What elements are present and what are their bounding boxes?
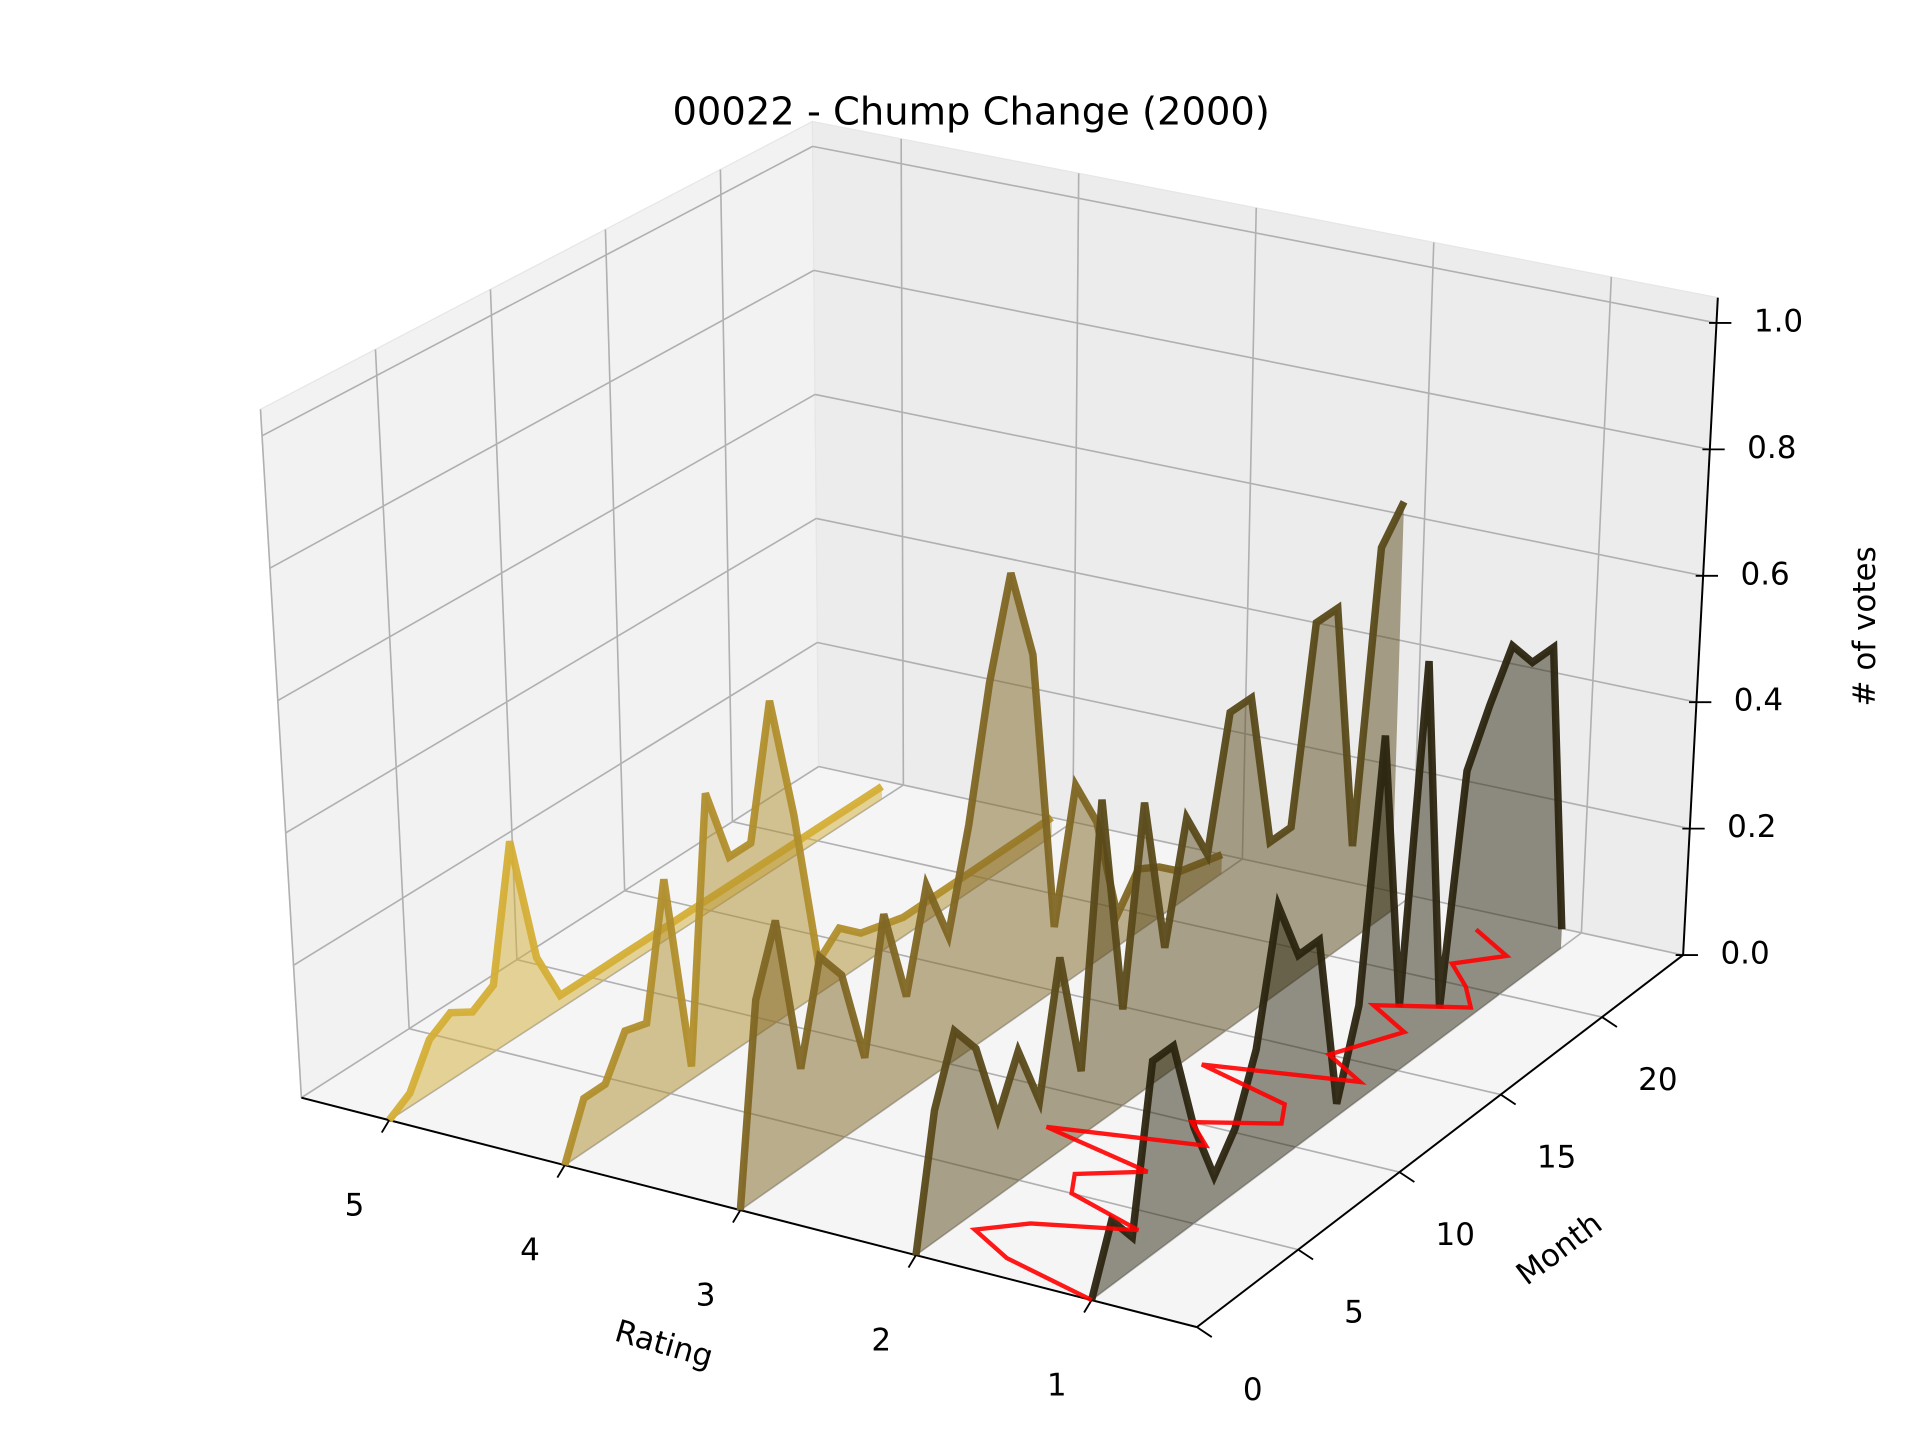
grid-line [812,145,1717,324]
series-area [915,501,1405,1256]
grid-line [814,393,1704,577]
x-axis-line [301,1096,1198,1329]
grid-line [285,517,817,834]
grid-line [259,409,303,1098]
y-tick [1500,1093,1517,1106]
grid-line [900,138,905,785]
y-tick [1601,1016,1618,1028]
grid-line [269,269,815,569]
grid-line [604,229,626,891]
y-tick [1196,1326,1213,1338]
x-tick [1083,1299,1093,1314]
y-tick-label: 15 [1537,1140,1576,1176]
chart-title: 00022 - Chump Change (2000) [672,90,1269,135]
series-area [1091,645,1562,1301]
y-tick-label: 5 [1344,1295,1364,1331]
z-tick-label: 0.8 [1747,430,1796,466]
x-tick-label: 4 [520,1232,540,1268]
z-axis-line [1682,297,1719,956]
z-axis-label: # of votes [1847,546,1883,706]
z-tick-label: 1.0 [1754,303,1803,339]
grid-line [293,641,818,966]
z-tick-label: 0.2 [1727,809,1776,845]
series-line [912,500,1408,1256]
y-tick-label: 20 [1638,1062,1677,1098]
y-axis-line [1196,954,1684,1328]
y-tick-label: 10 [1436,1217,1475,1253]
x-tick-label: 3 [696,1277,716,1313]
x-tick-label: 2 [871,1322,891,1358]
grid-line [1072,173,1080,822]
z-tick-label: 0.0 [1720,936,1769,972]
y-tick [1297,1248,1314,1261]
grid-line [261,145,814,437]
y-tick-label: 0 [1243,1372,1263,1408]
x-tick-label: 1 [1047,1367,1067,1403]
x-tick-label: 5 [345,1187,365,1223]
z-tick-label: 0.4 [1734,683,1783,719]
series-line [1087,639,1566,1302]
x-tick [907,1254,917,1269]
mean-rating-line [969,927,1512,1303]
x-tick [732,1209,742,1224]
grid-line [300,765,820,1099]
y-tick [1398,1171,1415,1183]
x-tick [556,1164,566,1179]
x-tick [380,1119,390,1134]
grid-line [719,169,734,822]
grid-line [1580,276,1613,933]
grid-line [374,349,410,1029]
z-tick-label: 0.6 [1740,556,1789,592]
grid-line [277,393,816,702]
grid-line [813,269,1710,451]
y-axis-label: Month [1510,1205,1609,1292]
x-axis-label: Rating [611,1313,717,1375]
